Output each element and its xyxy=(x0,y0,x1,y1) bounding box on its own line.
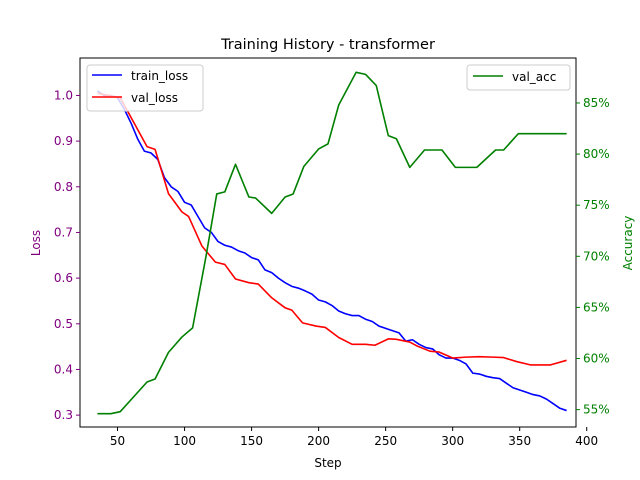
x-tick-label: 250 xyxy=(374,434,397,448)
x-tick-label: 200 xyxy=(307,434,330,448)
y-left-tick-label: 0.5 xyxy=(54,317,73,331)
y-right-tick-label: 60% xyxy=(583,352,610,366)
y-right-tick-label: 70% xyxy=(583,249,610,263)
y-left-tick-label: 0.4 xyxy=(54,362,73,376)
legend-left: train_loss val_loss xyxy=(86,64,204,112)
series-line-val-loss xyxy=(97,92,567,366)
y-axis-right-title: Accuracy xyxy=(621,216,635,271)
y-left-tick-label: 0.6 xyxy=(54,271,73,285)
y-right-tick-label: 85% xyxy=(583,96,610,110)
legend-val-acc-label: val_acc xyxy=(512,70,556,84)
y-left-tick-label: 0.8 xyxy=(54,180,73,194)
chart-title: Training History - transformer xyxy=(220,37,435,53)
x-tick-label: 150 xyxy=(240,434,263,448)
series-line-train-loss xyxy=(96,90,567,412)
y-right-tick-label: 65% xyxy=(583,300,610,314)
x-axis-title: Step xyxy=(314,456,341,470)
x-tick-label: 100 xyxy=(173,434,196,448)
legend-val-loss-label: val_loss xyxy=(131,91,178,105)
y-left-tick-label: 0.9 xyxy=(54,134,73,148)
series-line-val-acc xyxy=(97,71,567,415)
x-tick-label: 350 xyxy=(508,434,531,448)
y-left-tick-label: 0.7 xyxy=(54,225,73,239)
plot-frame xyxy=(79,57,577,428)
y-left-tick-label: 0.3 xyxy=(54,408,73,422)
x-tick-label: 300 xyxy=(441,434,464,448)
y-right-tick-label: 80% xyxy=(583,147,610,161)
legend-left-box xyxy=(86,64,204,112)
y-right-tick-label: 55% xyxy=(583,403,610,417)
x-tick-label: 50 xyxy=(110,434,125,448)
x-tick-label: 400 xyxy=(575,434,598,448)
y-axis-left-title: Loss xyxy=(29,230,43,256)
legend-right: val_acc xyxy=(466,64,571,91)
y-left-tick-label: 1.0 xyxy=(54,88,73,102)
y-right-tick-label: 75% xyxy=(583,198,610,212)
legend-right-box xyxy=(466,64,571,91)
legend-train-loss-label: train_loss xyxy=(131,69,188,83)
